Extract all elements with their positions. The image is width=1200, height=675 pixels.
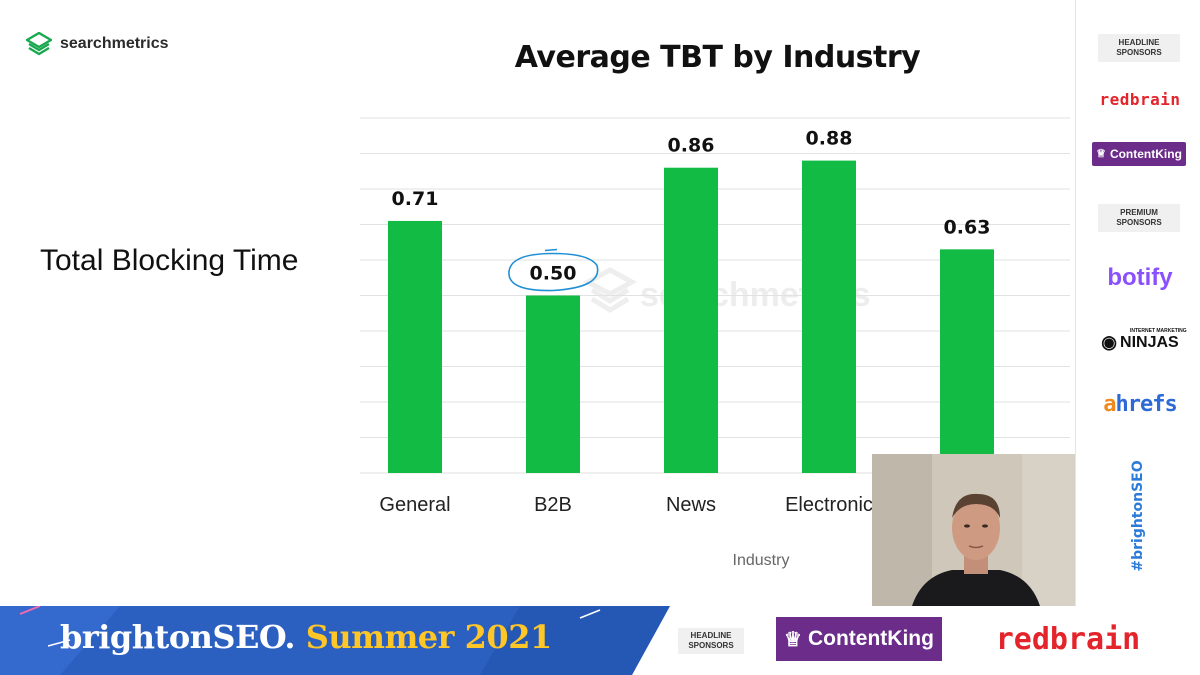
chart-title: Average TBT by Industry — [514, 40, 921, 75]
bar — [802, 160, 856, 473]
ahrefs-logo: ahrefs — [1090, 392, 1190, 417]
searchmetrics-logo-icon — [26, 32, 52, 56]
bar-value-label: 0.71 — [392, 188, 439, 210]
searchmetrics-logo: searchmetrics — [26, 32, 169, 56]
bar — [664, 167, 718, 473]
ninjas-logo-text: NINJAS — [1120, 333, 1179, 351]
chart-value-labels: 0.71 0.50 0.86 0.88 0.63 — [392, 128, 991, 285]
headline-sponsors-label: HEADLINE SPONSORS — [1098, 34, 1180, 62]
ninjas-logo-tagline: INTERNET MARKETING — [1130, 328, 1187, 334]
brand-summer: Summer — [305, 618, 455, 656]
category-label: Electronic — [785, 494, 873, 516]
bar-value-label: 0.50 — [530, 263, 577, 285]
ahrefs-logo-a: a — [1103, 392, 1116, 417]
footer-headline-label-line2: SPONSORS — [688, 641, 734, 650]
annotation-circle — [508, 248, 599, 292]
category-label: News — [666, 494, 716, 516]
botify-logo: botify — [1107, 264, 1173, 291]
ahrefs-logo-rest: hrefs — [1115, 392, 1178, 417]
brand-year: 2021 — [464, 618, 553, 656]
searchmetrics-logo-text: searchmetrics — [60, 35, 169, 52]
contentking-logo-text: ContentKing — [1109, 147, 1182, 161]
sponsor-sidebar: HEADLINE SPONSORS redbrain ♕ ContentKing… — [1075, 0, 1200, 606]
footer-contentking-text: ContentKing — [807, 627, 934, 650]
speaker-video — [872, 454, 1075, 606]
bar-chart: searchmetrics 0.710.500.86 0.880.63 Gener… — [360, 117, 1070, 516]
footer-headline-sponsors-label: HEADLINE SPONSORS — [678, 628, 744, 654]
brightonseo-summer-2021-title: brightonSEO. Summer 2021 — [60, 618, 552, 656]
contentking-logo: ♕ ContentKing — [1092, 142, 1186, 166]
event-footer: brightonSEO. Summer 2021 HEADLINE SPONSO… — [0, 606, 1200, 675]
brightonseo-hashtag: #brightonSEO — [1126, 460, 1150, 580]
presentation-slide: searchmetrics Average TBT by Industry To… — [26, 32, 1075, 606]
ninja-icon: ◉ — [1101, 332, 1118, 352]
bar — [940, 249, 994, 473]
footer-contentking-logo: ♕ ContentKing — [776, 617, 942, 661]
crown-icon: ♕ — [1096, 148, 1106, 160]
side-heading: Total Blocking Time — [40, 244, 299, 277]
brand-main: brightonSEO. — [60, 618, 296, 656]
premium-label-line2: SPONSORS — [1116, 218, 1162, 227]
category-label: General — [379, 494, 450, 516]
annotation-tick — [544, 248, 558, 252]
bar — [388, 220, 442, 473]
headline-label-line2: SPONSORS — [1116, 48, 1162, 57]
chart-bars — [388, 160, 994, 473]
x-axis-title: Industry — [732, 552, 790, 569]
bar — [526, 295, 580, 473]
chart-category-labels: General B2B News Electronic — [379, 494, 872, 516]
redbrain-logo: redbrain — [1099, 90, 1181, 109]
bar-value-label: 0.88 — [806, 128, 853, 150]
annotation-circle-stroke — [508, 252, 599, 292]
premium-sponsors-label: PREMIUM SPONSORS — [1098, 204, 1180, 232]
premium-label-line1: PREMIUM — [1120, 208, 1158, 217]
footer-headline-label-line1: HEADLINE — [690, 631, 732, 640]
crown-icon: ♕ — [784, 628, 802, 651]
bar-value-label: 0.63 — [944, 216, 991, 238]
footer-redbrain-logo: redbrain — [995, 622, 1141, 657]
speaker-webcam — [872, 454, 1075, 606]
bar-value-label: 0.86 — [668, 135, 715, 157]
headline-label-line1: HEADLINE — [1118, 38, 1160, 47]
hashtag-text: #brightonSEO — [1130, 460, 1146, 572]
internet-marketing-ninjas-logo: ◉ NINJAS INTERNET MARKETING — [1090, 328, 1190, 353]
footer-banner — [0, 606, 670, 675]
category-label: B2B — [534, 494, 572, 516]
